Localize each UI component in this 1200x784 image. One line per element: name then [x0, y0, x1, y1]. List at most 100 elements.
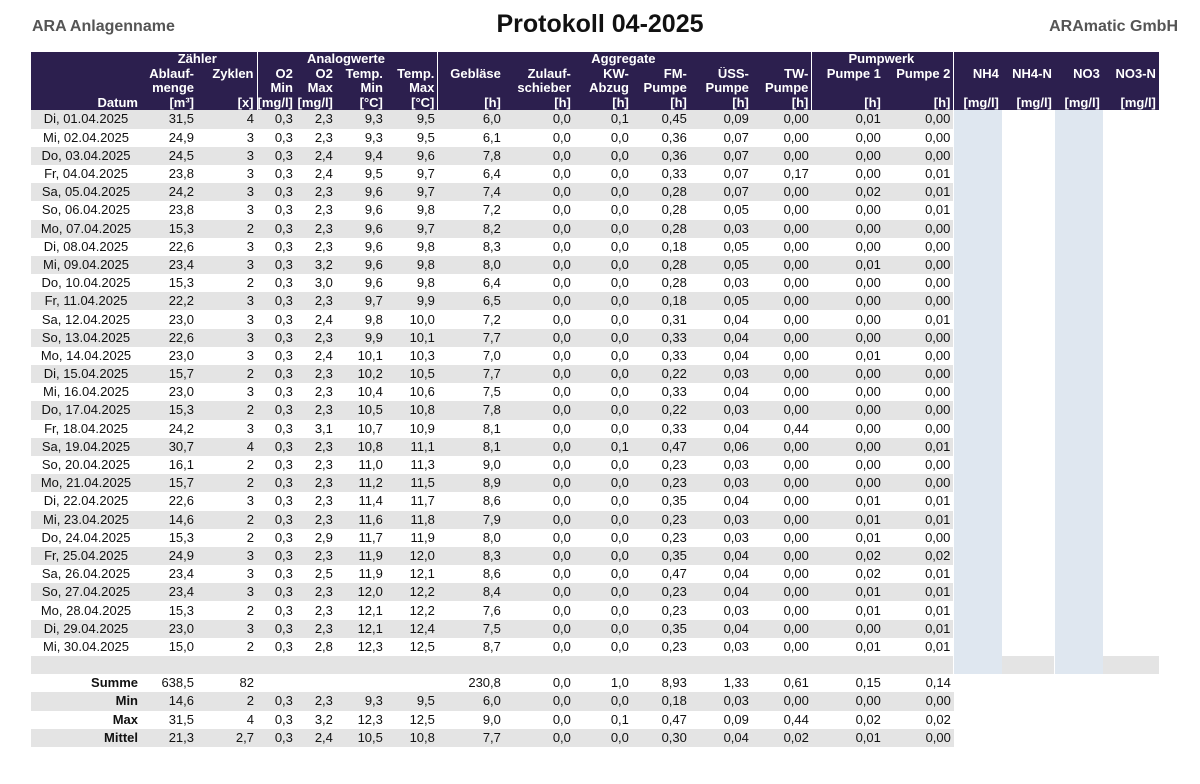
lab-entry-cell[interactable] — [1054, 110, 1103, 129]
lab-entry-cell[interactable] — [1054, 565, 1103, 584]
lab-entry-cell[interactable] — [1102, 346, 1159, 365]
lab-entry-cell[interactable] — [953, 274, 1002, 293]
lab-entry-cell[interactable] — [1054, 274, 1103, 293]
lab-entry-cell[interactable] — [1054, 310, 1103, 329]
lab-entry-cell[interactable] — [1054, 437, 1103, 456]
lab-entry-cell[interactable] — [1054, 292, 1103, 311]
lab-entry-cell[interactable] — [1001, 255, 1055, 275]
lab-entry-cell[interactable] — [1102, 310, 1159, 329]
lab-entry-cell[interactable] — [1054, 419, 1103, 438]
lab-entry-cell[interactable] — [953, 565, 1002, 584]
lab-entry-cell[interactable] — [1054, 546, 1103, 566]
lab-entry-cell[interactable] — [1001, 601, 1055, 620]
lab-entry-cell[interactable] — [1102, 474, 1159, 493]
lab-entry-cell[interactable] — [1102, 583, 1159, 602]
lab-entry-cell[interactable] — [1054, 401, 1103, 420]
lab-entry-cell[interactable] — [1001, 110, 1055, 129]
lab-entry-cell[interactable] — [953, 292, 1002, 311]
lab-entry-cell[interactable] — [1001, 546, 1055, 566]
lab-entry-cell[interactable] — [1102, 365, 1159, 384]
lab-entry-cell[interactable] — [1102, 274, 1159, 293]
lab-entry-cell[interactable] — [1054, 383, 1103, 402]
lab-entry-cell[interactable] — [1102, 455, 1159, 475]
lab-entry-cell[interactable] — [1102, 164, 1159, 184]
lab-entry-cell[interactable] — [1102, 201, 1159, 220]
lab-entry-cell[interactable] — [953, 328, 1002, 347]
lab-entry-cell[interactable] — [1001, 510, 1055, 529]
lab-entry-cell[interactable] — [1054, 583, 1103, 602]
lab-entry-cell[interactable] — [953, 401, 1002, 420]
lab-entry-cell[interactable] — [1001, 274, 1055, 293]
lab-entry-cell[interactable] — [1054, 128, 1103, 147]
lab-entry-cell[interactable] — [953, 365, 1002, 384]
lab-entry-cell[interactable] — [1102, 292, 1159, 311]
lab-entry-cell[interactable] — [953, 237, 1002, 256]
lab-entry-cell[interactable] — [953, 546, 1002, 566]
lab-entry-cell[interactable] — [1054, 255, 1103, 275]
lab-entry-cell[interactable] — [1102, 383, 1159, 402]
lab-entry-cell[interactable] — [1054, 219, 1103, 238]
lab-entry-cell[interactable] — [1001, 219, 1055, 238]
lab-entry-cell[interactable] — [1001, 455, 1055, 475]
lab-entry-cell[interactable] — [953, 164, 1002, 184]
lab-entry-cell[interactable] — [1054, 328, 1103, 347]
lab-entry-cell[interactable] — [953, 310, 1002, 329]
lab-entry-cell[interactable] — [1001, 237, 1055, 256]
lab-entry-cell[interactable] — [1102, 128, 1159, 147]
lab-entry-cell[interactable] — [1001, 619, 1055, 638]
lab-entry-cell[interactable] — [1001, 201, 1055, 220]
lab-entry-cell[interactable] — [1001, 383, 1055, 402]
lab-entry-cell[interactable] — [1001, 164, 1055, 184]
lab-entry-cell[interactable] — [953, 637, 1002, 656]
lab-entry-cell[interactable] — [953, 601, 1002, 620]
lab-entry-cell[interactable] — [953, 110, 1002, 129]
lab-entry-cell[interactable] — [1102, 401, 1159, 420]
lab-entry-cell[interactable] — [1102, 510, 1159, 529]
lab-entry-cell[interactable] — [1001, 292, 1055, 311]
lab-entry-cell[interactable] — [1001, 492, 1055, 511]
lab-entry-cell[interactable] — [953, 346, 1002, 365]
lab-entry-cell[interactable] — [1001, 419, 1055, 438]
lab-entry-cell[interactable] — [1054, 164, 1103, 184]
lab-entry-cell[interactable] — [1102, 619, 1159, 638]
lab-entry-cell[interactable] — [1054, 619, 1103, 638]
lab-entry-cell[interactable] — [1102, 419, 1159, 438]
lab-entry-cell[interactable] — [953, 419, 1002, 438]
lab-entry-cell[interactable] — [953, 219, 1002, 238]
lab-entry-cell[interactable] — [1001, 474, 1055, 493]
lab-entry-cell[interactable] — [1054, 346, 1103, 365]
lab-entry-cell[interactable] — [1102, 183, 1159, 202]
lab-entry-cell[interactable] — [1001, 128, 1055, 147]
lab-entry-cell[interactable] — [953, 619, 1002, 638]
lab-entry-cell[interactable] — [1054, 201, 1103, 220]
lab-entry-cell[interactable] — [953, 455, 1002, 475]
lab-entry-cell[interactable] — [953, 201, 1002, 220]
lab-entry-cell[interactable] — [1001, 565, 1055, 584]
lab-entry-cell[interactable] — [1054, 528, 1103, 547]
lab-entry-cell[interactable] — [1001, 146, 1055, 165]
lab-entry-cell[interactable] — [953, 437, 1002, 456]
lab-entry-cell[interactable] — [1054, 146, 1103, 165]
lab-entry-cell[interactable] — [1102, 565, 1159, 584]
lab-entry-cell[interactable] — [1102, 146, 1159, 165]
lab-entry-cell[interactable] — [1102, 546, 1159, 566]
lab-entry-cell[interactable] — [1102, 219, 1159, 238]
lab-entry-cell[interactable] — [953, 183, 1002, 202]
lab-entry-cell[interactable] — [1102, 637, 1159, 656]
lab-entry-cell[interactable] — [953, 583, 1002, 602]
lab-entry-cell[interactable] — [953, 128, 1002, 147]
lab-entry-cell[interactable] — [1054, 237, 1103, 256]
lab-entry-cell[interactable] — [1102, 255, 1159, 275]
lab-entry-cell[interactable] — [1102, 601, 1159, 620]
lab-entry-cell[interactable] — [1054, 492, 1103, 511]
lab-entry-cell[interactable] — [1054, 510, 1103, 529]
lab-entry-cell[interactable] — [953, 383, 1002, 402]
lab-entry-cell[interactable] — [1001, 437, 1055, 456]
lab-entry-cell[interactable] — [953, 528, 1002, 547]
lab-entry-cell[interactable] — [1001, 365, 1055, 384]
lab-entry-cell[interactable] — [1054, 637, 1103, 656]
lab-entry-cell[interactable] — [1054, 474, 1103, 493]
lab-entry-cell[interactable] — [1102, 492, 1159, 511]
lab-entry-cell[interactable] — [953, 492, 1002, 511]
lab-entry-cell[interactable] — [1001, 310, 1055, 329]
